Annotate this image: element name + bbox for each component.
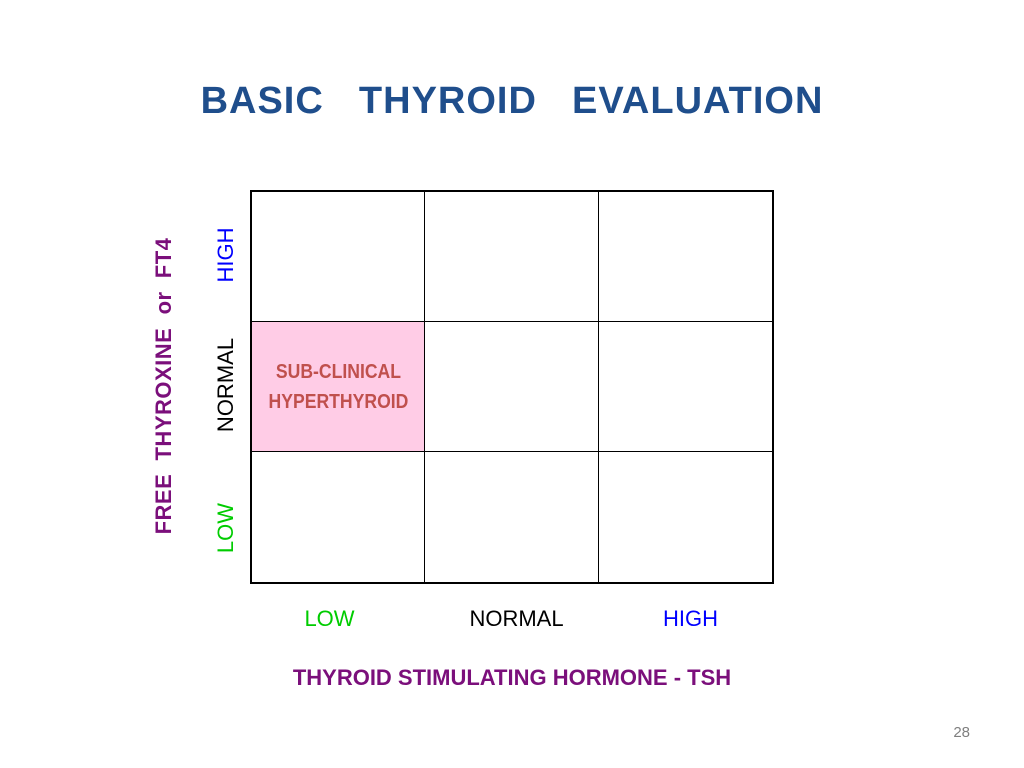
x-level-normal: NORMAL — [469, 606, 564, 631]
y-level-normal: NORMAL — [213, 337, 238, 433]
slide-title: BASIC THYROID EVALUATION — [200, 80, 824, 122]
x-level-high: HIGH — [663, 606, 718, 631]
y-axis-title: FREE THYROXINE or FT4 — [151, 237, 176, 535]
grid-cell-low-high — [599, 452, 772, 582]
grid-cell-normal-high — [598, 322, 772, 452]
grid-cell-low-low — [252, 452, 426, 582]
x-axis-title: THYROID STIMULATING HORMONE - TSH — [292, 665, 732, 690]
subclinical-hyperthyroid-label: SUB-CLINICAL HYPERTHYROID — [268, 357, 408, 417]
cell-label-line1: SUB-CLINICAL — [275, 360, 401, 383]
cell-label-line2: HYPERTHYROID — [268, 390, 409, 413]
evaluation-grid: SUB-CLINICAL HYPERTHYROID — [250, 190, 774, 584]
page-number: 28 — [953, 724, 970, 741]
y-level-low: LOW — [213, 502, 238, 554]
x-level-low: LOW — [304, 606, 355, 631]
grid-cell-low-normal — [425, 452, 599, 582]
grid-cell-normal-normal — [425, 322, 599, 452]
grid-cell-high-high — [598, 192, 772, 322]
grid-cell-high-low — [252, 192, 426, 322]
y-level-high: HIGH — [213, 227, 238, 283]
grid-cell-high-normal — [425, 192, 599, 322]
grid-cell-normal-low: SUB-CLINICAL HYPERTHYROID — [252, 322, 426, 452]
